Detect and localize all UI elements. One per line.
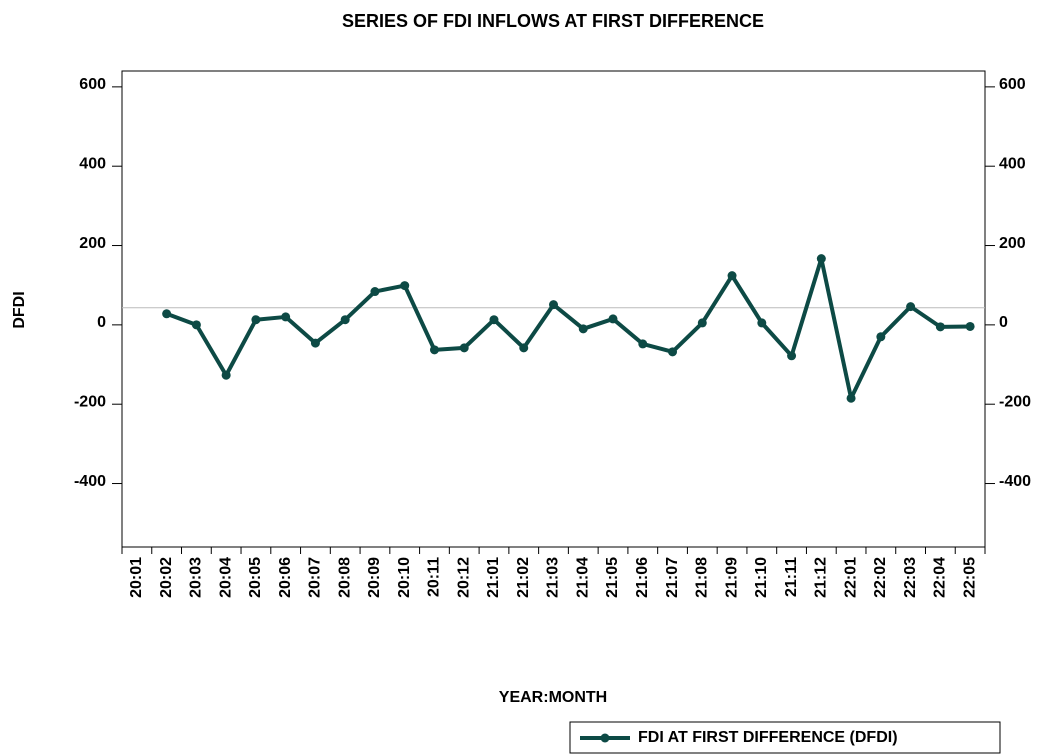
data-point xyxy=(816,254,826,264)
data-point xyxy=(281,312,291,322)
y2-tick-label: 600 xyxy=(999,76,1026,93)
data-point xyxy=(608,314,618,324)
legend-label: FDI AT FIRST DIFFERENCE (DFDI) xyxy=(638,729,898,746)
data-point xyxy=(727,271,737,281)
data-point xyxy=(549,300,558,310)
x-tick-label: 20:01 xyxy=(128,557,145,598)
x-tick-label: 20:02 xyxy=(158,557,175,598)
x-tick-label: 21:08 xyxy=(694,557,711,598)
y-axis-label: DFDI xyxy=(11,291,28,328)
series-line xyxy=(165,256,971,401)
chart-title: SERIES OF FDI INFLOWS AT FIRST DIFFERENC… xyxy=(342,11,764,31)
y-tick-label: -400 xyxy=(74,473,106,490)
y-tick-label: -200 xyxy=(74,393,106,410)
x-tick-label: 20:09 xyxy=(366,557,383,598)
x-tick-label: 20:03 xyxy=(188,557,205,598)
data-point xyxy=(400,281,410,291)
y-tick-label: 200 xyxy=(79,235,106,252)
data-point xyxy=(935,322,945,332)
data-point xyxy=(906,302,916,312)
x-tick-label: 20:12 xyxy=(455,557,472,598)
legend-box xyxy=(569,721,1001,754)
x-tick-label: 21:01 xyxy=(485,557,502,598)
data-point xyxy=(846,393,856,403)
x-tick-label: 22:03 xyxy=(902,557,919,598)
x-tick-label: 20:04 xyxy=(217,557,234,598)
data-point xyxy=(340,315,350,325)
data-point xyxy=(459,343,469,353)
y-tick-label: 600 xyxy=(79,76,106,93)
x-tick-label: 22:04 xyxy=(932,557,949,598)
data-point xyxy=(191,320,201,330)
x-tick-label: 22:01 xyxy=(842,557,859,598)
data-point xyxy=(578,324,588,334)
data-point xyxy=(519,343,529,353)
x-tick-label: 21:02 xyxy=(515,557,532,598)
data-point xyxy=(251,315,261,325)
y2-tick-label: 200 xyxy=(999,235,1026,252)
x-tick-label: 21:11 xyxy=(783,557,800,597)
data-point xyxy=(697,318,707,328)
x-tick-label: 21:10 xyxy=(753,557,770,598)
x-tick-label: 21:04 xyxy=(574,557,591,598)
data-point xyxy=(965,321,975,331)
x-tick-label: 21:07 xyxy=(664,557,681,598)
y-tick-label: 0 xyxy=(97,314,106,331)
x-tick-label: 20:08 xyxy=(336,557,353,598)
data-point xyxy=(429,345,439,355)
x-tick-label: 21:03 xyxy=(545,557,562,598)
data-point xyxy=(489,315,499,325)
y2-tick-label: 0 xyxy=(999,314,1008,331)
data-point xyxy=(638,339,648,349)
x-axis-label: YEAR:MONTH xyxy=(499,689,607,706)
x-tick-label: 20:07 xyxy=(307,557,324,598)
legend-marker xyxy=(600,733,610,743)
y2-tick-label: -400 xyxy=(999,473,1031,490)
x-tick-label: 20:05 xyxy=(247,557,264,598)
x-tick-label: 20:11 xyxy=(426,557,443,597)
x-tick-label: 21:12 xyxy=(813,557,830,598)
data-point xyxy=(668,347,678,357)
x-tick-label: 21:05 xyxy=(604,557,621,598)
data-point xyxy=(757,318,767,328)
y2-tick-label: -200 xyxy=(999,393,1031,410)
x-tick-label: 22:02 xyxy=(872,557,889,598)
x-tick-label: 20:10 xyxy=(396,557,413,598)
y-tick-label: 400 xyxy=(79,155,106,172)
x-tick-label: 21:06 xyxy=(634,557,651,598)
data-point xyxy=(310,338,320,348)
data-point xyxy=(162,309,172,319)
data-point xyxy=(876,332,886,342)
y2-tick-label: 400 xyxy=(999,155,1026,172)
data-point xyxy=(221,370,231,380)
x-tick-label: 20:06 xyxy=(277,557,294,598)
data-point xyxy=(787,351,797,361)
x-tick-label: 21:09 xyxy=(723,557,740,598)
x-tick-label: 22:05 xyxy=(961,557,978,598)
data-point xyxy=(370,287,380,297)
plot-frame xyxy=(121,70,986,548)
